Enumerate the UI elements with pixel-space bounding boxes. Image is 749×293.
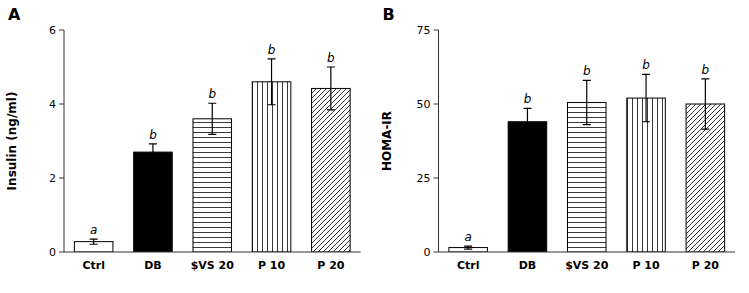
bar	[312, 88, 351, 252]
error-bar	[642, 74, 650, 121]
y-tick	[434, 178, 439, 179]
y-tick-label: 0	[424, 246, 431, 259]
x-tick-label: Ctrl	[82, 259, 105, 272]
bar	[134, 152, 173, 252]
panel: A Insulin (ng/ml) 0 2 4 6 a b b b b Ctrl DB $VS 20 P 1…	[5, 5, 361, 272]
y-tick-label: 50	[417, 98, 431, 111]
x-tick-label: $VS 20	[565, 259, 609, 272]
x-tick-label: P 10	[258, 259, 286, 272]
y-axis-label: HOMA-IR	[380, 111, 394, 171]
error-bar	[327, 67, 335, 110]
letter-label: a	[90, 223, 97, 237]
y-tick	[59, 104, 64, 105]
panel: B HOMA-IR 0 25 50 75 a b b b b Ctrl DB $VS 20 P 10 P 20	[380, 5, 736, 272]
bars	[74, 59, 350, 252]
y-tick	[434, 104, 439, 105]
y-tick	[434, 30, 439, 31]
error-bar	[523, 108, 531, 135]
bar	[252, 82, 291, 252]
y-tick	[59, 30, 64, 31]
y-tick-label: 25	[417, 172, 431, 185]
letter-label: b	[268, 43, 276, 57]
x-tick-label: $VS 20	[191, 259, 235, 272]
error-bar	[149, 144, 157, 160]
bar	[193, 119, 232, 252]
panel-title: B	[383, 5, 395, 24]
y-tick	[59, 178, 64, 179]
error-bar	[464, 246, 472, 249]
error-bar	[701, 79, 709, 129]
x-axis	[64, 252, 361, 253]
y-tick-label: 4	[49, 98, 56, 111]
letter-label: b	[583, 64, 591, 78]
figure: A Insulin (ng/ml) 0 2 4 6 a b b b b Ctrl DB $VS 20 P 1…	[0, 0, 749, 293]
error-bar	[208, 103, 216, 134]
y-tick-label: 0	[49, 246, 56, 259]
y-axis	[64, 30, 65, 252]
letter-label: b	[208, 87, 216, 101]
y-tick-label: 2	[49, 172, 56, 185]
y-tick	[434, 252, 439, 253]
x-tick-label: DB	[519, 259, 537, 272]
x-tick-label: DB	[144, 259, 162, 272]
bar	[508, 122, 547, 252]
letter-label: b	[327, 51, 335, 65]
x-tick-label: P 20	[317, 259, 345, 272]
letter-label: b	[702, 63, 710, 77]
bars	[449, 74, 725, 252]
x-tick-label: P 10	[632, 259, 660, 272]
letter-label: b	[149, 128, 157, 142]
letter-label: b	[642, 58, 650, 72]
x-tick-label: P 20	[692, 259, 720, 272]
x-axis	[439, 252, 736, 253]
error-bar	[268, 59, 276, 105]
x-tick-label: Ctrl	[457, 259, 480, 272]
y-tick-label: 75	[417, 24, 431, 37]
panel-title: A	[8, 5, 21, 24]
letter-label: a	[464, 230, 471, 244]
letter-label: b	[524, 92, 532, 106]
error-bar	[583, 80, 591, 124]
y-axis-label: Insulin (ng/ml)	[5, 92, 19, 191]
error-bar	[90, 239, 98, 244]
y-axis	[438, 30, 439, 252]
y-tick-label: 6	[49, 24, 56, 37]
y-tick	[59, 252, 64, 253]
